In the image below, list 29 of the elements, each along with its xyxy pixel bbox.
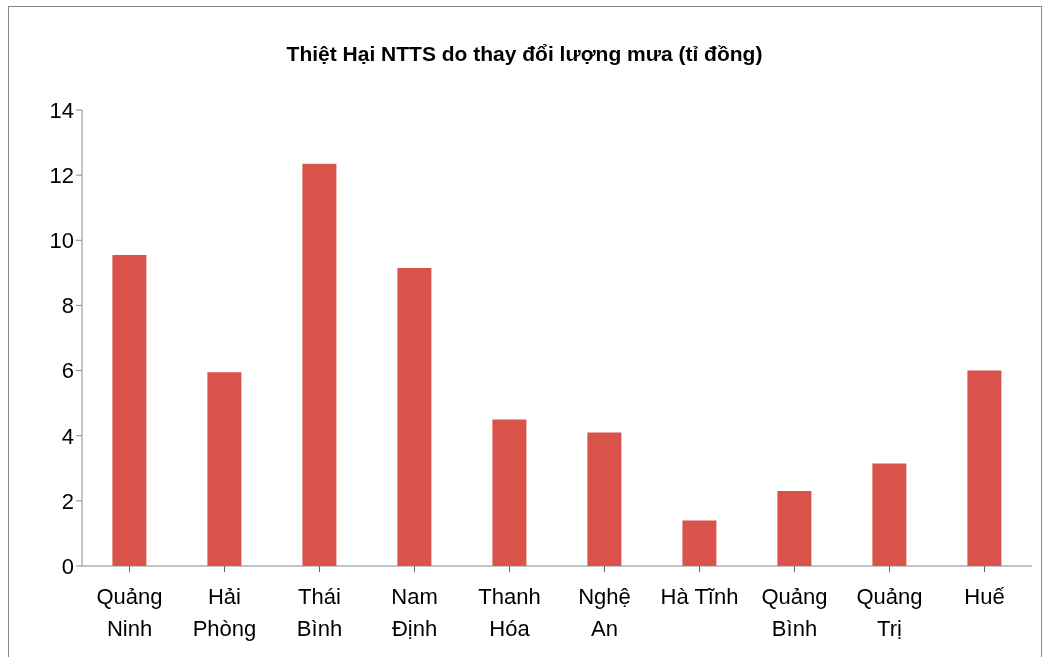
x-tick-label: Nam Định <box>391 584 438 641</box>
x-tick-label: Hải Phòng <box>192 584 257 641</box>
bar <box>872 463 907 566</box>
x-tick-label: Quảng Ninh <box>96 584 163 641</box>
bar <box>777 491 812 566</box>
y-tick-label: 10 <box>49 228 74 254</box>
y-tick-label: 12 <box>49 162 74 188</box>
x-tick-label: Thái Bình <box>296 584 343 641</box>
bar <box>587 432 622 566</box>
x-tick-label: Thanh Hóa <box>478 584 541 641</box>
bar <box>967 370 1002 566</box>
x-tick-label: Quảng Bình <box>761 584 828 641</box>
y-tick-label: 14 <box>49 97 74 123</box>
x-tick-label: Quảng Trị <box>856 584 923 641</box>
bar <box>302 163 337 566</box>
y-tick-label: 6 <box>61 358 74 384</box>
x-tick-label: Nghệ An <box>578 584 631 641</box>
y-tick-label: 2 <box>61 488 74 514</box>
chart-title: Thiệt Hại NTTS do thay đổi lượng mưa (tỉ đồng) <box>285 42 764 66</box>
y-tick-label: 8 <box>61 293 74 319</box>
bar <box>207 372 242 566</box>
bar <box>397 267 432 566</box>
x-tick-label: Huế <box>964 584 1005 609</box>
bar <box>682 520 717 566</box>
x-tick-label: Hà Tĩnh <box>660 584 739 609</box>
y-tick-label: 0 <box>61 553 74 579</box>
bar <box>112 254 147 566</box>
y-tick-label: 4 <box>61 423 74 449</box>
bar <box>492 419 527 566</box>
